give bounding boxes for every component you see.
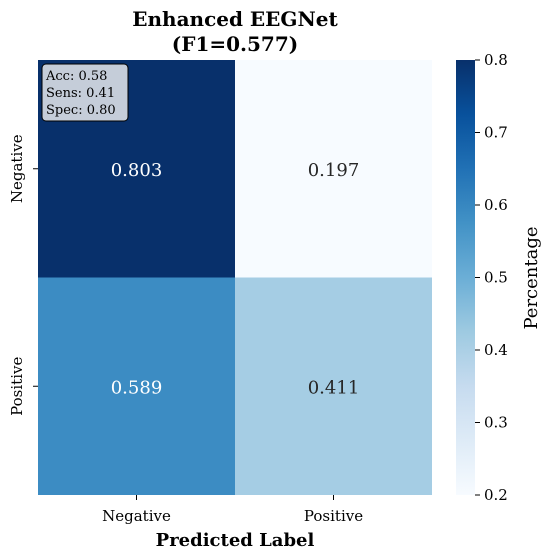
chart-title: Enhanced EEGNet — [132, 7, 338, 31]
heatmap-value-label: 0.803 — [111, 160, 163, 181]
heatmap-value-label: 0.197 — [308, 160, 360, 181]
metrics-annotation-line: Acc: 0.58 — [45, 69, 107, 84]
x-tick-label: Positive — [304, 507, 363, 525]
colorbar-tick-label: 0.4 — [484, 341, 508, 359]
colorbar — [456, 60, 475, 495]
colorbar-tick-label: 0.6 — [484, 196, 508, 214]
colorbar-label: Percentage — [521, 226, 542, 329]
colorbar-ticks: 0.2 0.3 0.4 0.5 0.6 0.7 0.8 — [475, 51, 508, 504]
colorbar-tick-label: 0.3 — [484, 414, 508, 432]
metrics-annotation-line: Sens: 0.41 — [46, 86, 115, 101]
heatmap-value-labels: 0.803 0.197 0.589 0.411 — [111, 160, 360, 399]
colorbar-tick-label: 0.2 — [484, 486, 508, 504]
heatmap-cell — [235, 60, 432, 278]
heatmap-value-label: 0.589 — [111, 377, 163, 398]
heatmap-cell — [38, 277, 235, 495]
colorbar-tick-label: 0.7 — [484, 124, 508, 142]
metrics-annotation-box — [41, 63, 129, 122]
y-tick-label: Negative — [8, 134, 26, 203]
metrics-annotation: Acc: 0.58 Sens: 0.41 Spec: 0.80 — [41, 63, 129, 122]
chart-subtitle: (F1=0.577) — [172, 32, 298, 56]
heatmap-cell — [235, 277, 432, 495]
heatmap-value-label: 0.411 — [308, 377, 360, 398]
x-axis-label: Predicted Label — [156, 530, 315, 551]
heatmap-cells — [38, 60, 432, 495]
x-tick-label: Negative — [102, 507, 171, 525]
y-tick-label: Positive — [8, 357, 26, 416]
x-axis-ticks: Negative Positive — [102, 495, 363, 525]
y-axis-ticks: Negative Positive — [8, 134, 38, 416]
colorbar-tick-label: 0.8 — [484, 51, 508, 69]
metrics-annotation-line: Spec: 0.80 — [46, 103, 116, 118]
colorbar-tick-label: 0.5 — [484, 269, 508, 287]
